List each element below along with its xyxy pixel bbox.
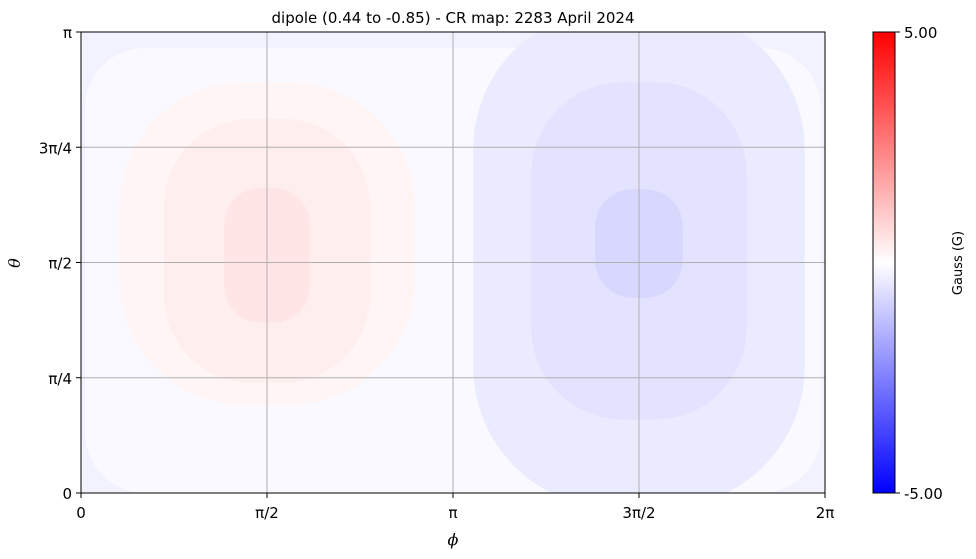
x-tick-label-3: 3π/2 — [622, 504, 655, 522]
colorbar-min-label: -5.00 — [904, 485, 943, 503]
colorbar: 5.00 -5.00 Gauss (G) — [872, 24, 966, 503]
y-axis-label: θ — [5, 258, 24, 268]
x-tick-label-0: 0 — [76, 504, 86, 522]
colorbar-max-label: 5.00 — [904, 24, 937, 42]
colorbar-label: Gauss (G) — [951, 231, 966, 295]
y-tick-label-4: π — [63, 24, 72, 42]
y-tick-label-2: π/2 — [48, 255, 72, 273]
x-axis: 0 π/2 π 3π/2 2π — [76, 493, 834, 522]
y-tick-label-0: 0 — [62, 485, 72, 503]
y-axis: 0 π/4 π/2 3π/4 π — [39, 24, 81, 503]
x-axis-label: ϕ — [448, 530, 459, 549]
y-tick-label-3: 3π/4 — [39, 139, 72, 157]
chart-title: dipole (0.44 to -0.85) - CR map: 2283 Ap… — [272, 9, 635, 27]
x-tick-label-2: π — [448, 504, 457, 522]
x-tick-label-1: π/2 — [255, 504, 279, 522]
y-tick-label-1: π/4 — [48, 370, 72, 388]
colorbar-gradient — [872, 31, 896, 494]
x-tick-label-4: 2π — [816, 504, 835, 522]
